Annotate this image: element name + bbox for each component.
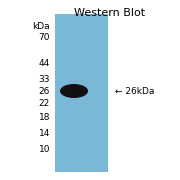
Bar [55, 14, 108, 172]
Text: 22: 22 [39, 98, 50, 107]
Ellipse shape [60, 84, 88, 98]
Text: Western Blot: Western Blot [75, 8, 146, 18]
Text: kDa: kDa [32, 22, 50, 31]
Text: 26: 26 [39, 87, 50, 96]
Text: 18: 18 [39, 112, 50, 122]
Text: 10: 10 [39, 145, 50, 154]
Text: 70: 70 [39, 33, 50, 42]
Text: ← 26kDa: ← 26kDa [115, 87, 154, 96]
Text: 33: 33 [39, 75, 50, 84]
Text: 14: 14 [39, 129, 50, 138]
Text: 44: 44 [39, 58, 50, 68]
